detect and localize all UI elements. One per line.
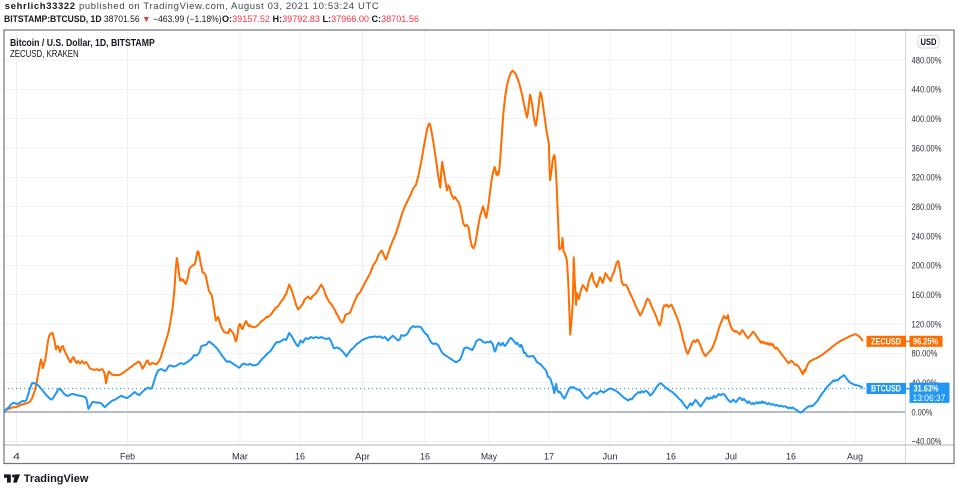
- svg-text:Jul: Jul: [725, 452, 737, 463]
- svg-text:280.00%: 280.00%: [912, 202, 942, 213]
- svg-text:16: 16: [666, 452, 676, 463]
- svg-text:May: May: [481, 452, 497, 463]
- svg-text:Mar: Mar: [232, 452, 248, 463]
- svg-text:Feb: Feb: [120, 452, 135, 463]
- svg-text:16: 16: [295, 452, 305, 463]
- svg-text:BTCUSD: BTCUSD: [871, 384, 901, 394]
- svg-text:ZECUSD: ZECUSD: [871, 336, 901, 346]
- svg-text:240.00%: 240.00%: [912, 231, 942, 242]
- svg-text:Aug: Aug: [847, 452, 863, 463]
- svg-text:96.25%: 96.25%: [913, 336, 938, 346]
- svg-text:80.00%: 80.00%: [912, 349, 938, 360]
- svg-text:16: 16: [786, 452, 796, 463]
- svg-text:400.00%: 400.00%: [912, 114, 942, 125]
- svg-text:160.00%: 160.00%: [912, 290, 942, 301]
- svg-text:31.63%: 31.63%: [914, 384, 939, 394]
- svg-text:480.00%: 480.00%: [912, 55, 942, 66]
- svg-text:USD: USD: [921, 37, 937, 48]
- svg-text:Apr: Apr: [355, 452, 370, 463]
- svg-text:200.00%: 200.00%: [912, 261, 942, 272]
- svg-text:120.00%: 120.00%: [912, 319, 942, 330]
- svg-text:440.00%: 440.00%: [912, 85, 942, 96]
- svg-text:17: 17: [544, 452, 554, 463]
- svg-text:4: 4: [13, 452, 20, 463]
- svg-text:360.00%: 360.00%: [912, 143, 942, 154]
- svg-text:Jun: Jun: [603, 452, 618, 463]
- svg-text:13:06:37: 13:06:37: [913, 393, 946, 403]
- svg-text:16: 16: [420, 452, 430, 463]
- svg-text:−40.00%: −40.00%: [912, 437, 942, 448]
- svg-text:320.00%: 320.00%: [912, 173, 942, 184]
- svg-text:0.00%: 0.00%: [912, 407, 933, 418]
